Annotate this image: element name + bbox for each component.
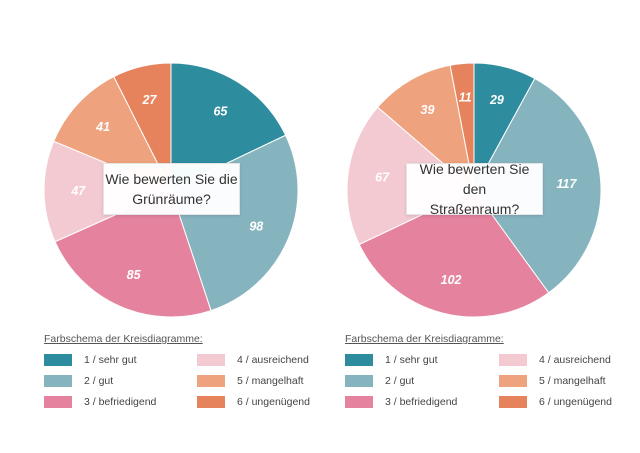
legend-1-item-1: 1 / sehr gut: [44, 354, 137, 366]
pie-2-slice-6: [449, 62, 475, 191]
pie-2-value-label-5: 39: [421, 103, 435, 117]
pie-2-title-box: Wie bewerten Sie den Straßenraum?: [406, 161, 543, 217]
legend-2-label-2: 2 / gut: [385, 375, 415, 387]
pie-1-title-line-2: Grünräume?: [132, 191, 211, 207]
legend-1-item-3: 3 / befriedigend: [44, 396, 156, 408]
pie-2-title-line-2: Straßenraum?: [429, 201, 520, 217]
legend-1-swatch-3: [44, 396, 72, 408]
legend-2-item-2: 2 / gut: [345, 375, 414, 387]
pie-2-value-label-1: 29: [489, 93, 504, 107]
pie-1-value-label-3: 85: [127, 268, 142, 282]
pie-2-slice-3: [358, 189, 550, 318]
pie-2-value-label-6: 11: [459, 91, 472, 105]
pie-2-value-label-2: 117: [557, 177, 578, 191]
legend-1-swatch-5: [197, 375, 225, 387]
legend-1-item-6: 6 / ungenügend: [197, 396, 310, 408]
legend-1-label-6: 6 / ungenügend: [237, 396, 310, 408]
legend-2-title: Farbschema der Kreisdiagramme:: [345, 333, 504, 345]
legend-2-label-1: 1 / sehr gut: [385, 354, 438, 366]
pie-1-title-line-1: Wie bewerten Sie die: [105, 171, 238, 187]
pie-2-slice-5: [376, 64, 475, 192]
legend-1-label-1: 1 / sehr gut: [84, 354, 137, 366]
pie-1-slice-3: [54, 189, 212, 318]
legend-2-label-5: 5 / mangelhaft: [539, 375, 606, 387]
pie-2-value-label-4: 67: [375, 171, 390, 185]
legend-2-swatch-3: [345, 396, 373, 408]
legend-2-swatch-5: [499, 375, 527, 387]
legend-2-swatch-6: [499, 396, 527, 408]
legend-1-swatch-1: [44, 354, 72, 366]
legend-1-item-5: 5 / mangelhaft: [197, 375, 304, 387]
legend-2-item-5: 5 / mangelhaft: [499, 375, 606, 387]
pie-1-value-label-6: 27: [142, 93, 158, 107]
legend-1-swatch-4: [197, 354, 225, 366]
legend-2-item-6: 6 / ungenügend: [499, 396, 612, 408]
pie-1-value-label-4: 47: [70, 184, 86, 198]
legend-1-label-2: 2 / gut: [84, 375, 114, 387]
legend-2-swatch-2: [345, 375, 373, 387]
pie-1-value-label-1: 65: [213, 105, 228, 119]
legend-2-label-6: 6 / ungenügend: [539, 396, 612, 408]
legend-2-swatch-1: [345, 354, 373, 366]
pie-1-value-label-5: 41: [95, 120, 110, 134]
pie-1-slice-5: [53, 75, 173, 191]
legend-1-swatch-6: [197, 396, 225, 408]
legend-1-label-4: 4 / ausreichend: [237, 354, 309, 366]
legend-1-swatch-2: [44, 375, 72, 387]
legend-2-label-3: 3 / befriedigend: [385, 396, 458, 408]
legend-1-label-5: 5 / mangelhaft: [237, 375, 304, 387]
pie-1-value-label-2: 98: [249, 219, 263, 233]
legend-2-label-4: 4 / ausreichend: [539, 354, 611, 366]
pie-1-slice-6: [113, 62, 172, 191]
legend-2-item-4: 4 / ausreichend: [499, 354, 611, 366]
pie-2-title-line-1: Wie bewerten Sie den: [419, 161, 530, 197]
legend-1-item-4: 4 / ausreichend: [197, 354, 309, 366]
pie-2-value-label-3: 102: [441, 273, 462, 287]
legend-2-item-1: 1 / sehr gut: [345, 354, 438, 366]
legend-1-title: Farbschema der Kreisdiagramme:: [44, 333, 203, 345]
legend-1-label-3: 3 / befriedigend: [84, 396, 157, 408]
legend-2-item-3: 3 / befriedigend: [345, 396, 457, 408]
pie-1-title-box: Wie bewerten Sie die Grünräume?: [103, 163, 240, 215]
pie-1-slice-1: [170, 62, 287, 191]
legend-2-swatch-4: [499, 354, 527, 366]
legend-1-item-2: 2 / gut: [44, 375, 113, 387]
